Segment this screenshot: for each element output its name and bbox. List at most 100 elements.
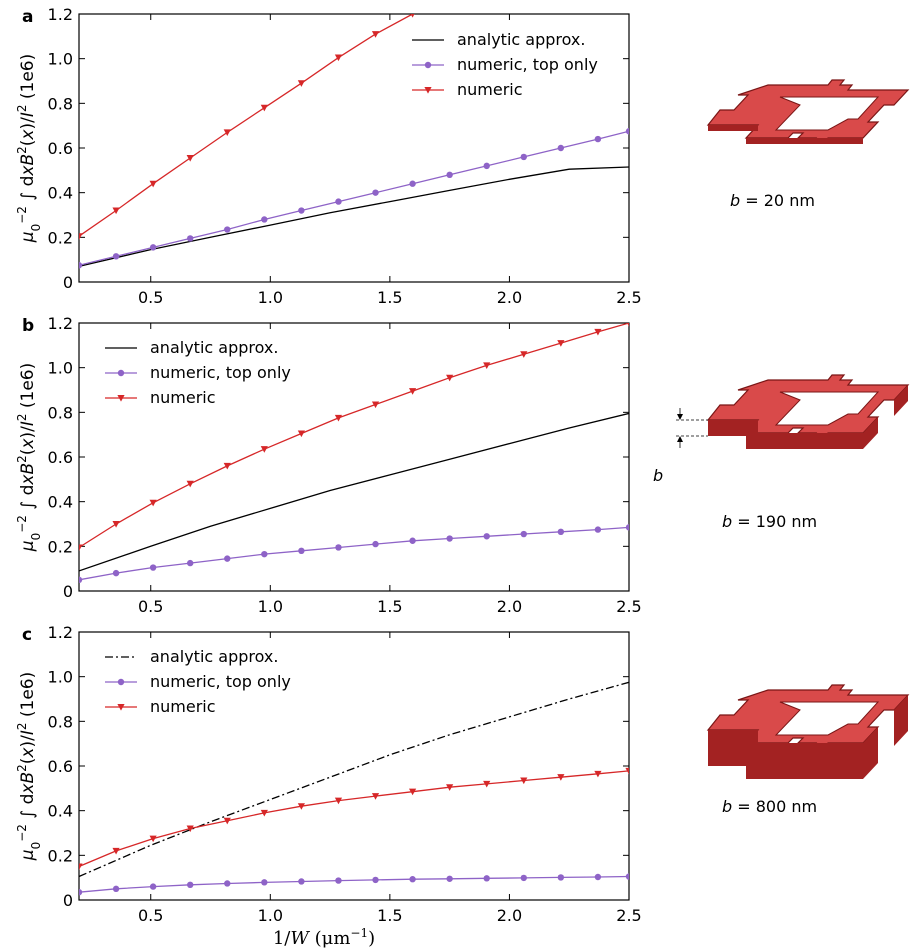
data-point-b-2 bbox=[112, 521, 120, 528]
x-tick-label-c: 0.5 bbox=[138, 906, 163, 925]
series-line-a-2 bbox=[79, 14, 413, 237]
data-point-c-1 bbox=[224, 880, 231, 887]
data-point-b-2 bbox=[594, 328, 602, 336]
data-point-c-2 bbox=[79, 863, 83, 871]
data-point-a-2 bbox=[371, 31, 380, 38]
data-point-c-1 bbox=[625, 873, 629, 880]
data-point-a-1 bbox=[409, 180, 416, 187]
data-point-b-2 bbox=[483, 362, 491, 370]
data-point-a-1 bbox=[335, 198, 342, 205]
legend-b: analytic approx. numeric, top only numeric bbox=[105, 338, 291, 407]
data-point-b-1 bbox=[409, 537, 416, 544]
data-point-c-2 bbox=[186, 825, 194, 833]
data-point-c-2 bbox=[371, 793, 380, 800]
data-point-c-2 bbox=[625, 767, 629, 775]
legend-a: analytic approx. numeric, top only numeric bbox=[412, 30, 598, 99]
caption-a: b = 20 nm bbox=[730, 191, 815, 210]
y-tick-label-c: 0.4 bbox=[48, 802, 73, 821]
data-point-c-2 bbox=[260, 809, 268, 817]
x-axis-label: 1/W (μm−1) bbox=[273, 926, 375, 949]
data-point-b-2 bbox=[557, 340, 565, 347]
data-point-b-1 bbox=[224, 555, 231, 562]
data-point-b-2 bbox=[223, 462, 231, 470]
x-tick-label-b: 0.5 bbox=[138, 597, 163, 616]
y-tick-label-a: 0.6 bbox=[48, 139, 73, 158]
legend-marker-c-2 bbox=[117, 704, 125, 711]
data-point-a-2 bbox=[223, 129, 231, 136]
data-point-a-1 bbox=[625, 128, 629, 135]
y-tick-label-b: 1.2 bbox=[48, 314, 73, 333]
legend-label-b-2: numeric bbox=[150, 388, 216, 407]
legend-label-b-1: numeric, top only bbox=[150, 363, 291, 382]
data-point-c-2 bbox=[112, 847, 120, 855]
x-tick-label-a: 1.5 bbox=[377, 288, 402, 307]
data-point-b-2 bbox=[186, 480, 194, 488]
series-line-c-2 bbox=[79, 770, 629, 868]
data-point-b-2 bbox=[520, 351, 528, 358]
data-point-b-2 bbox=[297, 430, 305, 438]
y-tick-label-c: 0.2 bbox=[48, 846, 73, 865]
data-point-a-1 bbox=[483, 162, 490, 170]
panel-letter-b: b bbox=[22, 316, 34, 336]
data-point-c-1 bbox=[483, 875, 490, 882]
caption-c: b = 800 nm bbox=[722, 797, 817, 816]
x-tick-label-c: 1.0 bbox=[258, 906, 283, 925]
data-point-c-2 bbox=[223, 817, 231, 825]
series-line-b-2 bbox=[79, 323, 629, 549]
data-point-a-1 bbox=[298, 207, 305, 214]
thickness-marker-b: b bbox=[653, 466, 663, 485]
data-point-a-1 bbox=[261, 216, 268, 223]
y-tick-label-b: 0 bbox=[63, 582, 73, 601]
x-tick-label-a: 2.5 bbox=[616, 288, 641, 307]
data-point-c-1 bbox=[372, 876, 379, 884]
y-tick-label-a: 0 bbox=[63, 273, 73, 292]
legend-marker-a-2 bbox=[424, 87, 432, 94]
legend-label-a-1: numeric, top only bbox=[457, 55, 598, 74]
structure-illustration-c bbox=[706, 684, 910, 779]
legend-label-a-0: analytic approx. bbox=[457, 30, 585, 49]
y-tick-label-b: 0.8 bbox=[48, 403, 73, 422]
y-tick-label-a: 0.8 bbox=[48, 94, 73, 113]
data-point-a-1 bbox=[520, 153, 527, 161]
data-point-c-1 bbox=[520, 874, 527, 882]
data-point-b-2 bbox=[408, 388, 417, 395]
data-point-c-2 bbox=[334, 797, 343, 805]
y-axis-label-c: μ0−2 ∫ dxB2(x)/I2 (1e6) bbox=[15, 672, 43, 862]
data-point-b-2 bbox=[371, 401, 380, 409]
data-point-b-2 bbox=[149, 499, 157, 507]
y-tick-label-c: 1.2 bbox=[48, 623, 73, 642]
data-point-a-2 bbox=[79, 233, 83, 240]
data-point-c-2 bbox=[408, 788, 417, 796]
data-point-b-1 bbox=[594, 526, 602, 533]
legend-label-c-2: numeric bbox=[150, 697, 216, 716]
data-point-b-1 bbox=[79, 576, 83, 584]
y-tick-label-b: 0.2 bbox=[48, 537, 73, 556]
data-point-c-2 bbox=[594, 770, 602, 778]
data-point-a-2 bbox=[186, 155, 194, 162]
legend-marker-a-1 bbox=[424, 61, 432, 69]
legend-marker-b-1 bbox=[117, 369, 125, 377]
x-tick-label-c: 2.0 bbox=[497, 906, 522, 925]
data-point-a-1 bbox=[594, 135, 602, 143]
data-point-c-2 bbox=[149, 835, 157, 843]
x-tick-label-c: 2.5 bbox=[616, 906, 641, 925]
y-tick-label-a: 1.0 bbox=[48, 50, 73, 69]
panel-b-chart: b 0.5 1.0 1.5 2.0 2.5 0 0.2 0.4 0.6 0.8 1.0 1.2 μ0−2 … bbox=[15, 314, 642, 616]
series-line-c-1 bbox=[79, 875, 629, 893]
data-point-a-2 bbox=[149, 180, 157, 188]
data-point-a-2 bbox=[260, 104, 268, 112]
x-tick-label-c: 1.5 bbox=[377, 906, 402, 925]
data-point-a-1 bbox=[112, 253, 120, 260]
data-point-c-1 bbox=[112, 885, 120, 893]
data-point-c-1 bbox=[149, 883, 157, 890]
legend-marker-c-1 bbox=[117, 678, 125, 686]
data-point-b-1 bbox=[335, 544, 342, 551]
y-tick-label-b: 0.4 bbox=[48, 493, 73, 512]
data-point-c-1 bbox=[409, 876, 416, 883]
series-line-a-0 bbox=[79, 166, 629, 268]
data-point-a-2 bbox=[112, 207, 120, 215]
data-point-b-1 bbox=[483, 533, 490, 540]
y-tick-label-c: 0.6 bbox=[48, 757, 73, 776]
data-point-b-1 bbox=[149, 564, 157, 571]
x-tick-label-b: 1.5 bbox=[377, 597, 402, 616]
